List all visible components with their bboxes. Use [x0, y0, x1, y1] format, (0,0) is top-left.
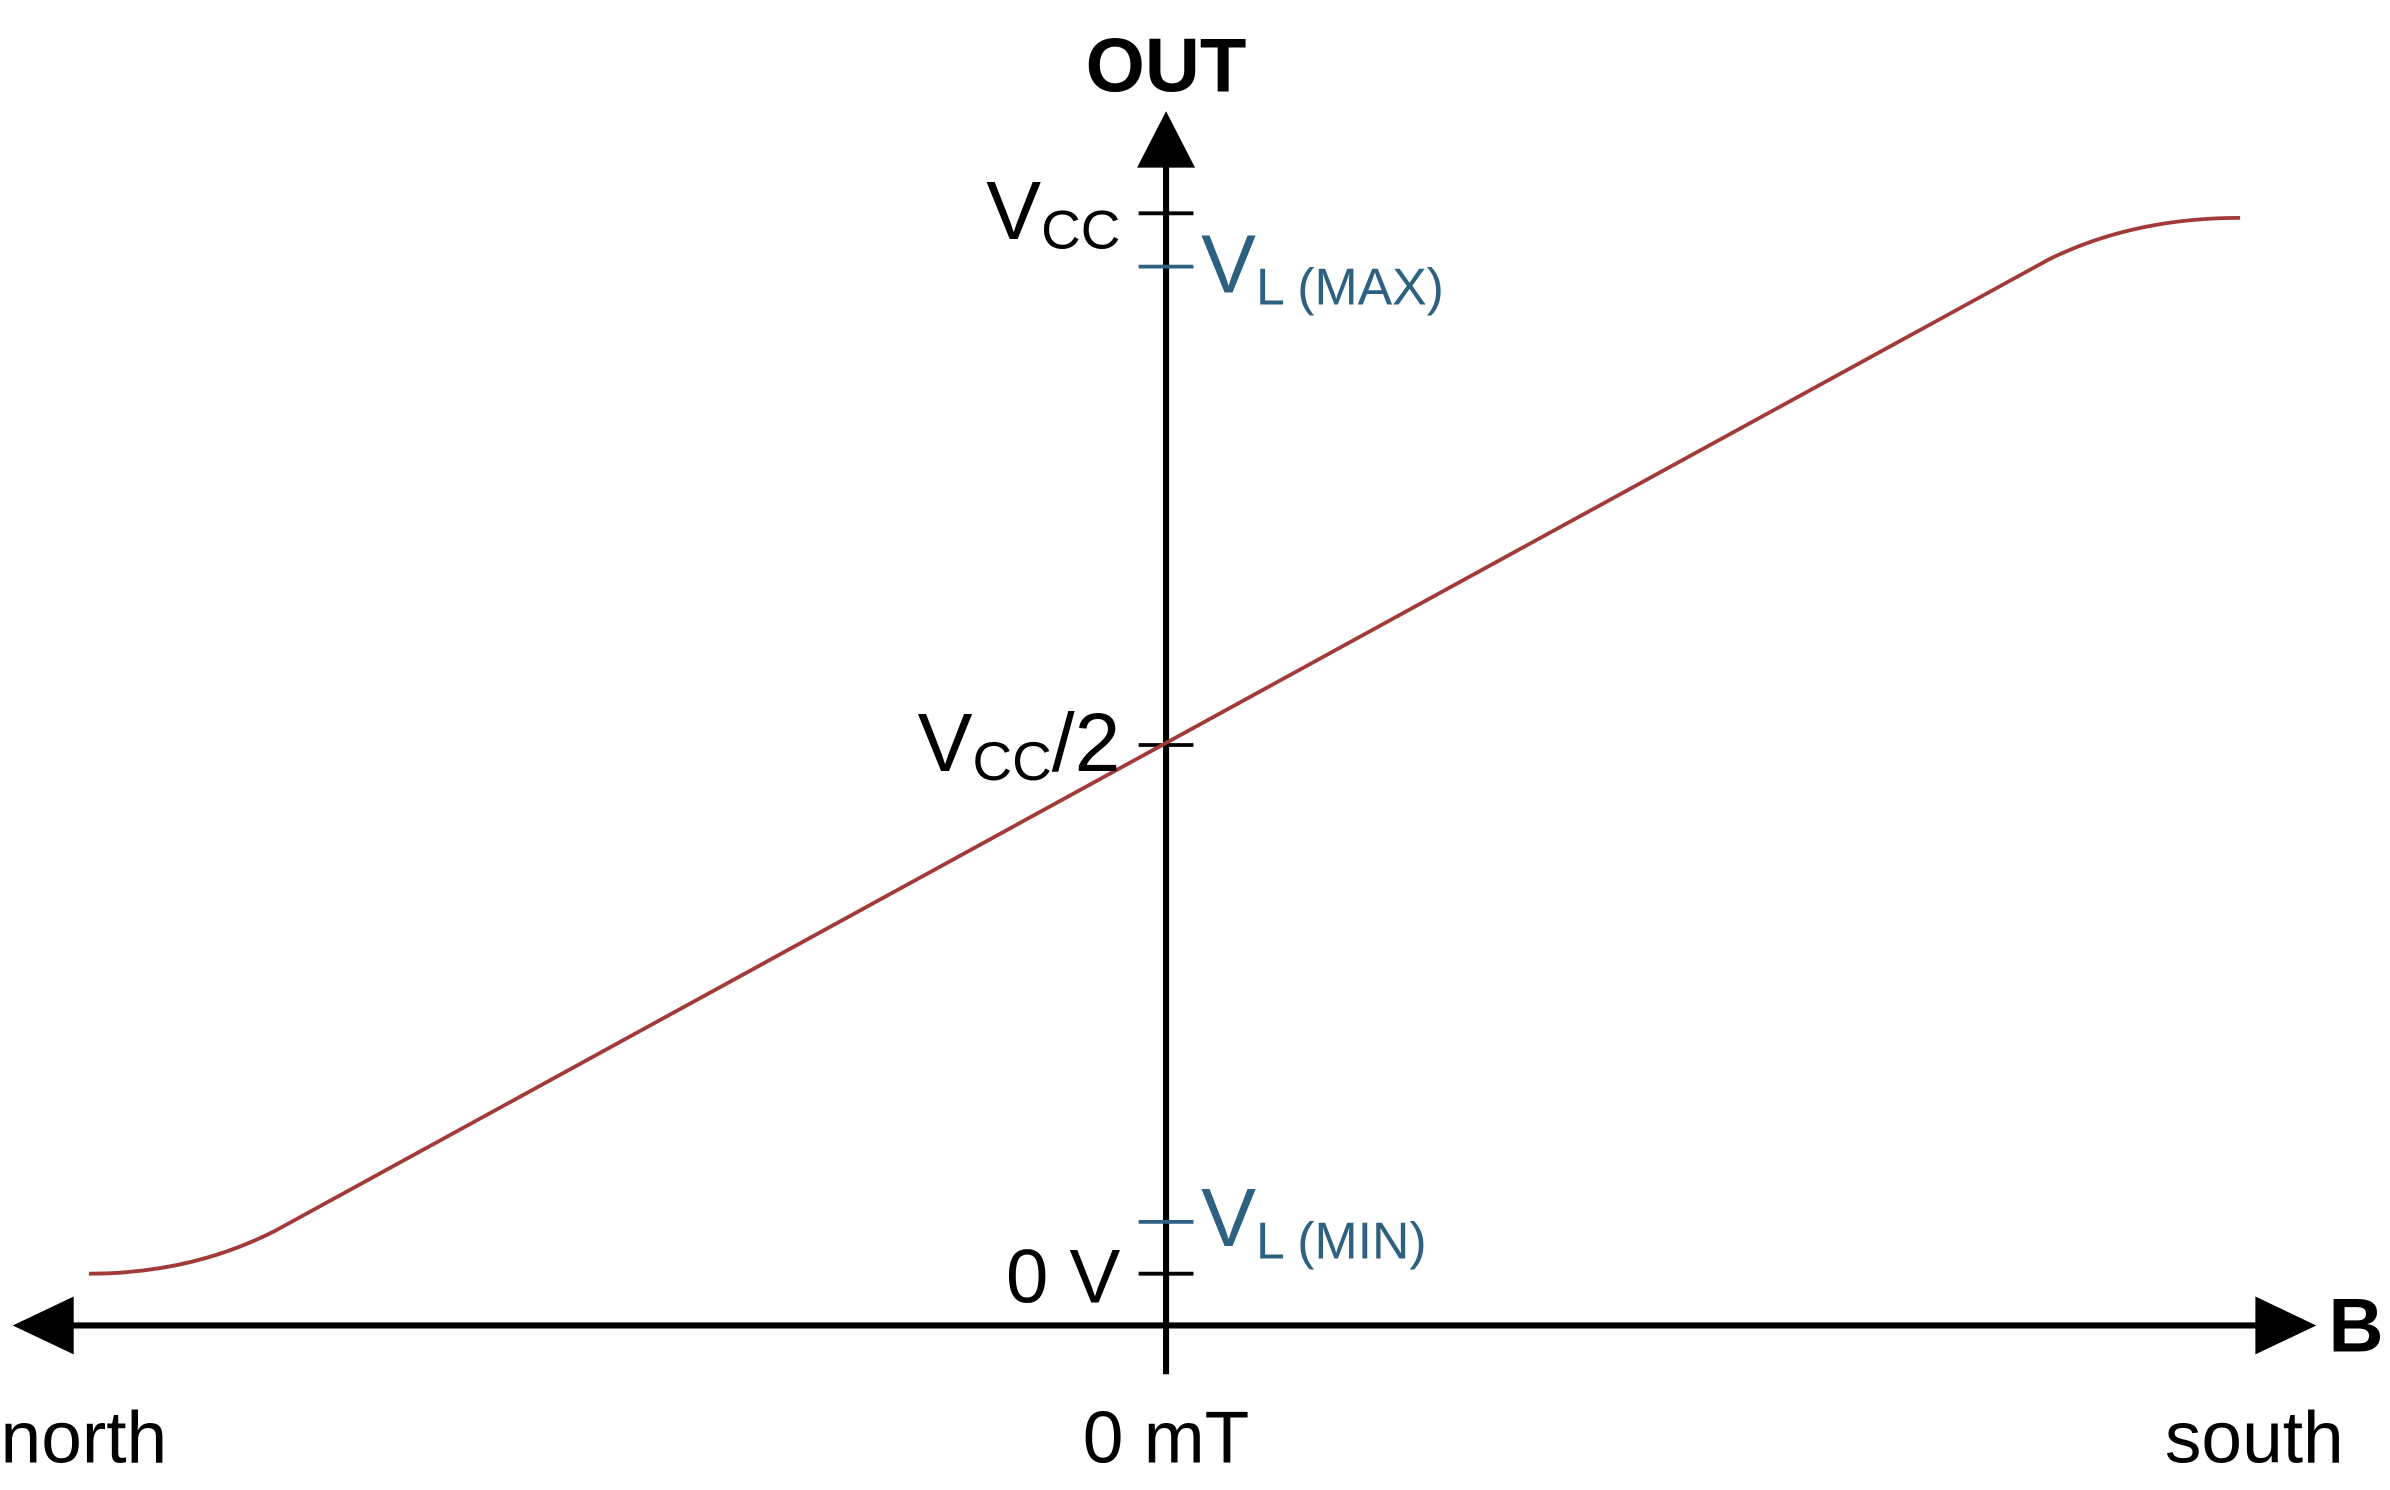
south-label: south [2165, 1398, 2344, 1479]
vl-max-main: V [1201, 220, 1256, 311]
vcc-half-main: V [918, 698, 973, 789]
vcc-half-sub: CC [973, 730, 1052, 792]
x-arrow-left [12, 1296, 74, 1355]
vl-max-label: VL (MAX) [1201, 220, 1444, 316]
transfer-curve [88, 215, 2241, 1276]
y-arrow [1137, 111, 1195, 168]
vcc-sub: CC [1041, 198, 1120, 260]
vl-max-sub: L (MAX) [1256, 258, 1444, 316]
vcc-main: V [986, 166, 1041, 257]
y-axis-label: OUT [1086, 23, 1247, 108]
zero-field-label: 0 mT [1083, 1398, 1250, 1479]
vl-min-label: VL (MIN) [1201, 1173, 1427, 1269]
vcc-half-suffix: /2 [1052, 698, 1121, 789]
x-axis-label: B [2328, 1283, 2383, 1368]
north-label: north [1, 1398, 168, 1479]
vl-min-main: V [1201, 1173, 1256, 1264]
vl-min-sub: L (MIN) [1256, 1211, 1427, 1269]
vcc-half-label: VCC/2 [918, 698, 1121, 792]
x-arrow-right [2255, 1296, 2317, 1355]
vcc-label: VCC [986, 166, 1120, 260]
zero-volt-label: 0 V [1006, 1235, 1121, 1320]
